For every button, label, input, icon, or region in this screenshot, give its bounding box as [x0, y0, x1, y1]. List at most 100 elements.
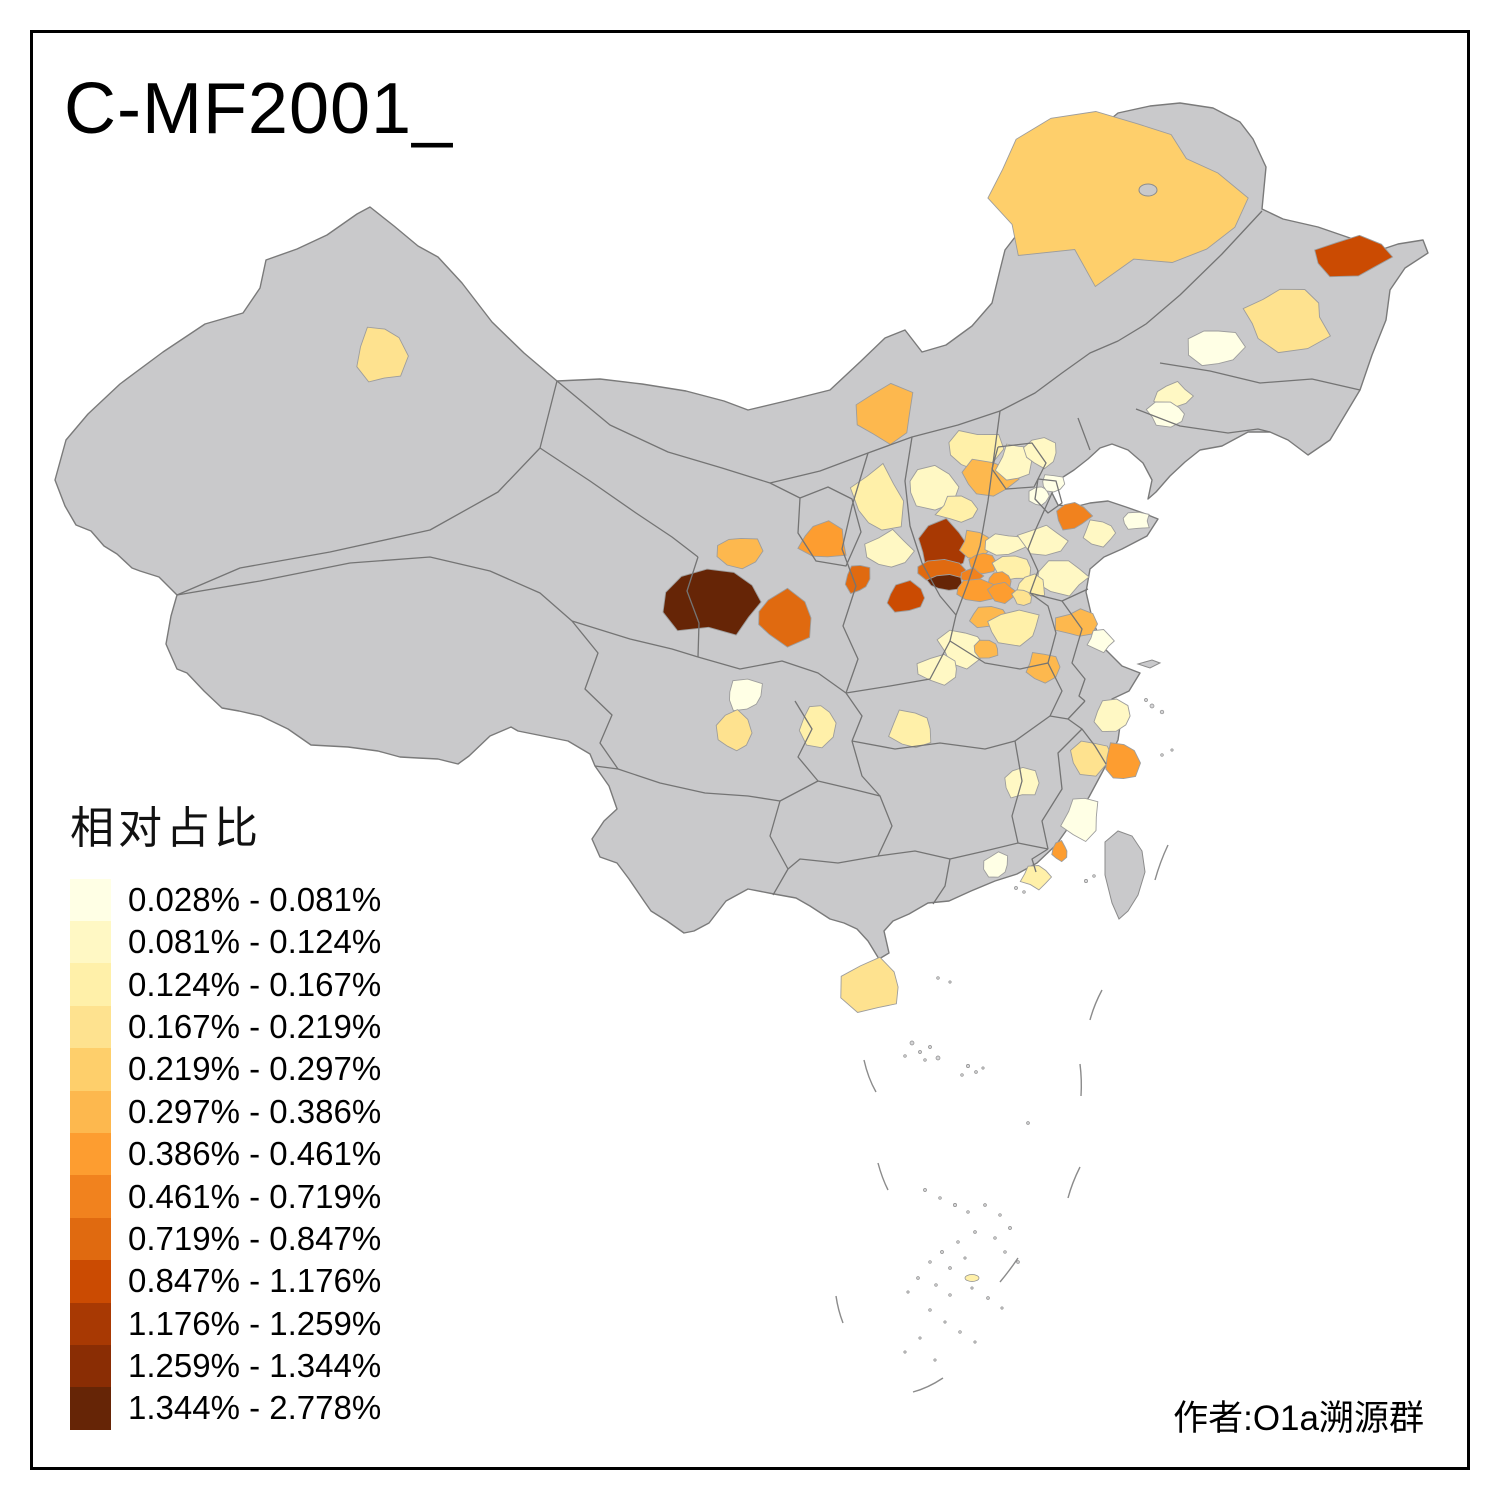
prefecture-jinan — [1016, 524, 1069, 556]
prefecture-nanping — [1070, 740, 1113, 777]
island-speck — [1084, 879, 1088, 883]
island-speck — [933, 1358, 937, 1362]
prefecture-zibo — [1056, 502, 1094, 531]
legend-title: 相对占比 — [70, 804, 262, 853]
legend-swatch — [70, 1132, 111, 1176]
island-speck — [966, 1210, 970, 1214]
province-border — [932, 858, 951, 905]
island-speck — [916, 1276, 920, 1280]
legend-swatch — [70, 1175, 111, 1218]
province-border — [949, 592, 1057, 670]
prefecture-hulunbeier — [987, 111, 1249, 288]
island-speck — [970, 1286, 974, 1290]
prefecture-gannan — [662, 568, 762, 636]
province-border — [841, 452, 869, 694]
province-border — [1135, 408, 1271, 434]
legend-row: 0.847% - 1.176% — [70, 1260, 382, 1303]
island-speck — [1022, 890, 1026, 894]
prefecture-kaifeng — [1011, 589, 1032, 606]
islands-and-sea-lines — [835, 183, 1174, 1393]
province-border — [1034, 478, 1063, 514]
island-speck — [983, 1203, 987, 1207]
province-border — [991, 442, 1047, 490]
province-border — [571, 620, 699, 658]
legend-label: 0.847% - 1.176% — [128, 1262, 382, 1300]
legend-label: 0.386% - 0.461% — [128, 1135, 382, 1173]
prefecture-tangshan — [1042, 474, 1066, 493]
author-credit: 作者:O1a溯源群 — [1173, 1399, 1424, 1438]
legend: 相对占比 0.028% - 0.081% 0.081% - 0.124% 0.124… — [70, 804, 381, 1430]
island-speck — [963, 1256, 967, 1260]
island-speck — [928, 1260, 932, 1264]
legend-label: 0.461% - 0.719% — [128, 1177, 382, 1215]
island-speck — [938, 1196, 942, 1200]
prefecture-langfang — [1028, 486, 1050, 506]
prefecture-quzhou — [1093, 698, 1131, 733]
island-speck — [1092, 874, 1096, 878]
prefecture-changji — [356, 326, 409, 383]
legend-label: 0.028% - 0.081% — [128, 880, 382, 918]
island-speck — [903, 1350, 907, 1354]
sea-dash-line — [1154, 844, 1169, 881]
island-speck — [1159, 709, 1165, 715]
legend-label: 1.344% - 2.778% — [128, 1389, 382, 1427]
prefecture-shangqiu — [987, 609, 1040, 647]
island-speck — [966, 1064, 970, 1068]
island-speck — [936, 976, 940, 980]
sea-dash-line — [863, 1059, 877, 1093]
legend-row: 0.386% - 0.461% — [70, 1132, 382, 1176]
prefecture-guangzhou — [983, 851, 1009, 878]
prefecture-regions — [356, 111, 1394, 1013]
prefecture-xinzhou — [934, 495, 979, 523]
province-border — [955, 410, 1001, 616]
legend-row: 0.028% - 0.081% — [70, 878, 382, 921]
province-border — [845, 640, 951, 694]
prefecture-suihua — [1242, 288, 1332, 354]
legend-swatch — [70, 1048, 111, 1091]
island-speck — [934, 1283, 938, 1287]
legend-swatch — [70, 920, 111, 964]
island-speck — [998, 1213, 1002, 1217]
prefecture-xuzhou — [1054, 608, 1099, 637]
figure-title: C-MF2001_ — [64, 69, 454, 149]
island-speck — [960, 1073, 964, 1077]
island-speck — [1160, 753, 1164, 757]
prefecture-zhengzhou — [986, 581, 1019, 604]
island-speck — [935, 1055, 941, 1061]
legend-row: 0.461% - 0.719% — [70, 1175, 382, 1218]
island-speck — [1170, 748, 1174, 752]
province-border — [1049, 715, 1069, 720]
legend-row: 0.297% - 0.386% — [70, 1090, 381, 1133]
province-border — [686, 556, 700, 658]
legend-swatch — [70, 1005, 111, 1049]
prefecture-jiamusi — [1314, 234, 1394, 278]
province-border — [851, 740, 1016, 750]
legend-row: 0.719% - 0.847% — [70, 1217, 381, 1261]
province-border — [1061, 600, 1086, 702]
province-border — [787, 780, 893, 870]
island-speck — [903, 1054, 907, 1058]
island-speck — [928, 1045, 932, 1049]
frame-border — [30, 30, 1470, 1470]
island-speck — [948, 980, 952, 984]
province-border — [1077, 417, 1091, 451]
legend-label: 1.176% - 1.259% — [128, 1304, 382, 1342]
legend-rows: 0.028% - 0.081% 0.081% - 0.124% 0.124% - 0… — [70, 878, 382, 1430]
province-border — [769, 482, 862, 567]
province-border — [904, 436, 957, 616]
prefecture-mianyang — [729, 678, 763, 712]
prefecture-yuncheng — [926, 574, 963, 591]
legend-label: 0.219% - 0.297% — [128, 1050, 382, 1088]
legend-row: 1.344% - 2.778% — [70, 1387, 382, 1430]
island-speck — [973, 1230, 977, 1234]
island-speck — [948, 1293, 952, 1297]
legend-swatch — [70, 878, 111, 921]
island-speck — [1000, 1306, 1004, 1310]
prefecture-luoyang — [956, 578, 995, 603]
prefecture-daqing — [1187, 330, 1246, 367]
legend-swatch — [70, 1302, 111, 1345]
legend-swatch — [70, 1344, 111, 1388]
island-speck — [923, 1058, 927, 1062]
province-border — [845, 692, 863, 742]
sea-dash-line — [1079, 1063, 1083, 1097]
